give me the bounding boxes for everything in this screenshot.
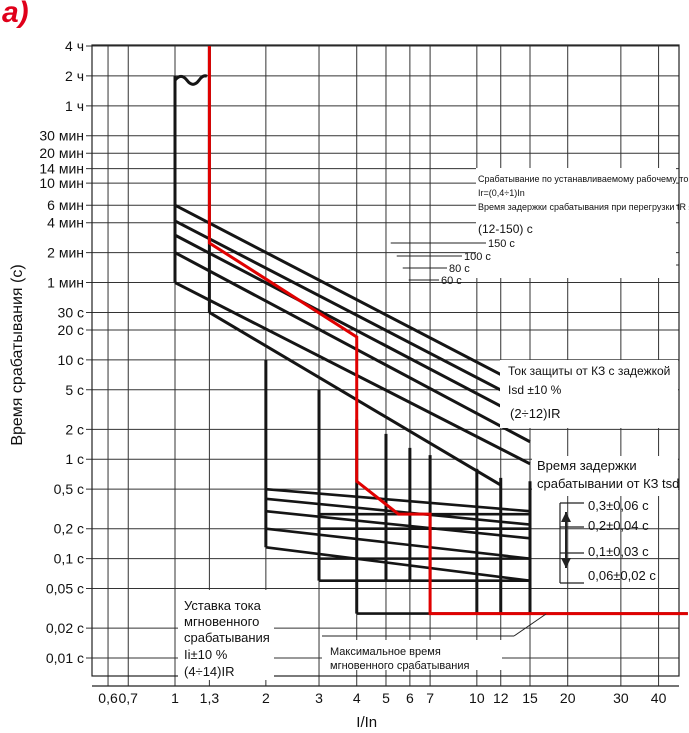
annotations: Срабатывание по устанавливаемому рабочем… <box>178 168 689 680</box>
long-delay-curve <box>174 219 531 407</box>
y-tick-label: 0,1 с <box>54 551 84 567</box>
y-tick-label: 0,05 с <box>46 581 84 597</box>
x-tick-label: 20 <box>560 690 576 706</box>
y-tick-label: 5 с <box>65 382 84 398</box>
y-tick-label: 0,02 с <box>46 620 84 636</box>
max-leader <box>513 613 547 637</box>
x-tick-label: 6 <box>406 690 414 706</box>
long-delay-title: Срабатывание по устанавливаемому рабочем… <box>478 174 689 184</box>
long-delay-value: 150 с <box>488 238 515 250</box>
x-tick-label: 4 <box>353 690 361 706</box>
x-tick-label: 10 <box>469 690 485 706</box>
y-tick-label: 2 мин <box>47 245 84 261</box>
x-tick-label: 3 <box>315 690 323 706</box>
selected-characteristic <box>207 46 688 616</box>
x-tick-label: 2 <box>262 690 270 706</box>
y-tick-label: 0,01 с <box>46 650 84 666</box>
y-tick-label: 4 мин <box>47 215 84 231</box>
y-tick-label: 10 с <box>58 352 84 368</box>
long-delay-range: (12-150) с <box>478 222 533 236</box>
long-delay-tolerance: Время задержки срабатывания при перегруз… <box>478 202 689 212</box>
y-tick-label: 20 с <box>58 322 84 338</box>
short-delay-band <box>265 546 531 582</box>
x-tick-label: 0,6 <box>98 690 118 706</box>
y-tick-label: 2 с <box>65 421 84 437</box>
long-delay-curve <box>174 251 531 444</box>
y-tick-label: 4 ч <box>65 38 84 54</box>
inst-title: Уставка тока <box>184 598 262 613</box>
annotation-background <box>500 360 678 428</box>
tsd-value: 0,06±0,02 с <box>588 568 656 583</box>
y-tick-label: 10 мин <box>39 175 84 191</box>
short-delay-range: (2÷12)IR <box>510 406 560 421</box>
tsd-subtitle: срабатывании от КЗ tsd <box>537 476 679 491</box>
y-tick-label: 0,2 с <box>54 521 84 537</box>
x-tick-label: 30 <box>613 690 629 706</box>
y-tick-label: 20 мин <box>39 145 84 161</box>
short-delay-tolerance: Isd ±10 % <box>508 383 562 397</box>
x-tick-label: 12 <box>493 690 509 706</box>
envelope-wave <box>173 74 208 86</box>
inst-tolerance: Ii±10 % <box>184 647 228 662</box>
y-tick-label: 6 мин <box>47 197 84 213</box>
y-tick-label: 1 с <box>65 451 84 467</box>
tsd-value: 0,3±0,06 с <box>588 498 649 513</box>
red-trip-curve <box>207 46 688 616</box>
x-tick-label: 1 <box>171 690 179 706</box>
long-delay-value: 100 с <box>464 251 491 263</box>
tsd-title: Время задержки <box>537 458 637 473</box>
x-tick-label: 40 <box>651 690 667 706</box>
plot-frame <box>91 44 680 687</box>
x-tick-label: 15 <box>522 690 538 706</box>
short-delay-band <box>265 497 531 526</box>
y-tick-label: 30 с <box>58 304 84 320</box>
long-delay-curve <box>208 311 502 487</box>
y-tick-label: 0,5 с <box>54 481 84 497</box>
y-tick-label: 14 мин <box>39 161 84 177</box>
tsd-arrow-head-down <box>561 558 571 568</box>
short-delay-title: Ток защиты от КЗ с задежкой <box>508 364 670 378</box>
x-axis-title: I/In <box>356 714 377 731</box>
long-delay-current: Ir=(0,4÷1)In <box>478 188 525 198</box>
tsd-value: 0,1±0,03 с <box>588 544 649 559</box>
max-inst-title: Максимальное время <box>330 646 441 658</box>
x-tick-label: 0,7 <box>119 690 139 706</box>
long-delay-value: 60 с <box>441 275 462 287</box>
y-tick-label: 2 ч <box>65 68 84 84</box>
annotation-background <box>476 168 676 278</box>
short-delay-band <box>265 509 531 540</box>
y-axis-title: Время срабатывания (с) <box>9 264 26 445</box>
annotation-background <box>178 590 274 680</box>
annotation-background <box>532 456 678 496</box>
short-delay-band <box>265 527 531 560</box>
tsd-arrow-head-up <box>561 512 571 522</box>
inst-title-line2: мгновенного <box>184 614 259 629</box>
tick-labels: 0,6 0,7 1 1,3 2 3 4 5 6 7 10 12 15 20 30 40 4 ч 2 ч 1 ч 30 … <box>9 38 667 731</box>
x-tick-label: 7 <box>426 690 434 706</box>
panel-label: а) <box>2 0 29 29</box>
inst-range: (4÷14)IR <box>184 664 234 679</box>
y-tick-label: 1 ч <box>65 98 84 114</box>
long-delay-curve <box>174 233 531 423</box>
plot-border <box>91 44 680 677</box>
x-tick-label: 1,3 <box>200 690 220 706</box>
long-delay-curve <box>174 281 531 466</box>
y-tick-label: 30 мин <box>39 128 84 144</box>
annotation-background <box>322 640 502 670</box>
inst-title-line3: срабатывания <box>184 630 270 645</box>
long-delay-curve <box>174 203 531 392</box>
tsd-value: 0,2±0,04 с <box>588 518 649 533</box>
max-inst-subtitle: мгновенного срабатывания <box>330 660 469 672</box>
x-tick-label: 5 <box>382 690 390 706</box>
y-tick-label: 1 мин <box>47 275 84 291</box>
long-delay-value: 80 с <box>449 263 470 275</box>
short-delay-band <box>265 487 531 513</box>
